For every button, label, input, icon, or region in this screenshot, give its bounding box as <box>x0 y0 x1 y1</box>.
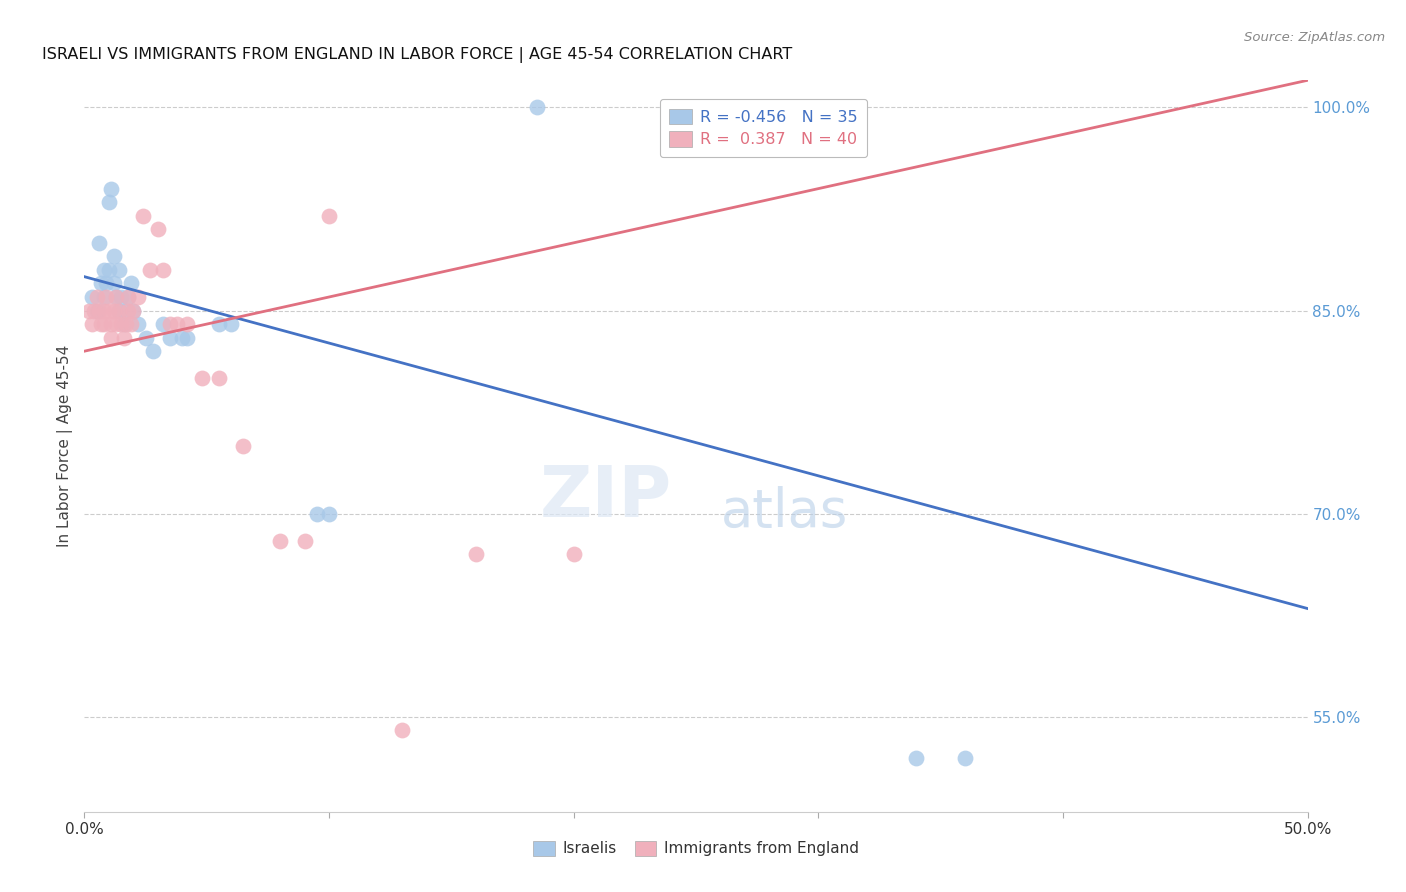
Point <box>294 533 316 548</box>
Point <box>120 277 142 291</box>
Point <box>176 317 198 331</box>
Point <box>953 750 976 764</box>
Point <box>139 263 162 277</box>
Point <box>103 249 125 263</box>
Y-axis label: In Labor Force | Age 45-54: In Labor Force | Age 45-54 <box>58 345 73 547</box>
Point <box>152 263 174 277</box>
Point <box>526 100 548 114</box>
Point <box>97 303 120 318</box>
Point <box>110 290 132 304</box>
Point <box>105 290 128 304</box>
Point <box>318 209 340 223</box>
Point <box>93 303 115 318</box>
Point <box>105 317 128 331</box>
Point <box>93 317 115 331</box>
Point <box>127 317 149 331</box>
Point <box>100 317 122 331</box>
Point <box>80 290 103 304</box>
Point <box>122 303 145 318</box>
Point <box>110 317 132 331</box>
Point <box>176 331 198 345</box>
Point <box>80 317 103 331</box>
Point <box>305 507 328 521</box>
Point <box>172 331 194 345</box>
Point <box>96 290 118 304</box>
Point <box>90 317 112 331</box>
Point <box>87 303 110 318</box>
Point <box>107 303 129 318</box>
Point <box>132 209 155 223</box>
Point <box>120 317 142 331</box>
Point <box>77 303 100 318</box>
Point <box>127 290 149 304</box>
Point <box>159 331 181 345</box>
Point <box>269 533 291 548</box>
Point <box>117 290 139 304</box>
Text: atlas: atlas <box>720 486 848 538</box>
Point <box>105 290 128 304</box>
Point <box>96 277 118 291</box>
Point <box>115 303 138 318</box>
Point <box>232 439 254 453</box>
Point <box>90 277 112 291</box>
Point <box>83 303 105 318</box>
Point <box>107 303 129 318</box>
Point <box>100 331 122 345</box>
Point <box>159 317 181 331</box>
Point <box>97 263 120 277</box>
Point <box>146 222 169 236</box>
Point <box>93 263 115 277</box>
Text: Source: ZipAtlas.com: Source: ZipAtlas.com <box>1244 31 1385 45</box>
Text: ZIP: ZIP <box>540 463 672 532</box>
Point <box>391 723 413 738</box>
Point <box>93 290 115 304</box>
Point <box>117 303 139 318</box>
Point <box>191 371 214 385</box>
Point <box>103 277 125 291</box>
Point <box>135 331 157 345</box>
Point <box>103 303 125 318</box>
Point <box>97 195 120 210</box>
Point <box>219 317 242 331</box>
Point <box>166 317 188 331</box>
Point <box>107 263 129 277</box>
Legend: Israelis, Immigrants from England: Israelis, Immigrants from England <box>527 835 865 863</box>
Point <box>112 317 135 331</box>
Point <box>905 750 928 764</box>
Point <box>318 507 340 521</box>
Point <box>208 371 231 385</box>
Point <box>208 317 231 331</box>
Point <box>122 303 145 318</box>
Point <box>86 303 108 318</box>
Text: ISRAELI VS IMMIGRANTS FROM ENGLAND IN LABOR FORCE | AGE 45-54 CORRELATION CHART: ISRAELI VS IMMIGRANTS FROM ENGLAND IN LA… <box>42 47 792 63</box>
Point <box>152 317 174 331</box>
Point <box>100 181 122 195</box>
Point <box>87 235 110 250</box>
Point <box>562 547 585 561</box>
Point <box>464 547 486 561</box>
Point <box>115 317 138 331</box>
Point <box>142 344 165 359</box>
Point <box>112 331 135 345</box>
Point <box>117 290 139 304</box>
Point <box>86 290 108 304</box>
